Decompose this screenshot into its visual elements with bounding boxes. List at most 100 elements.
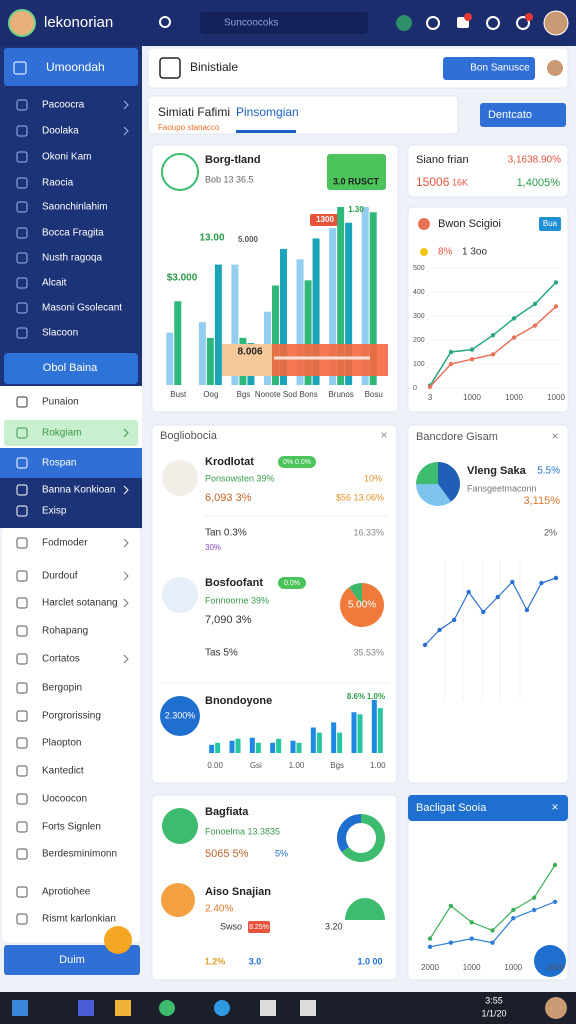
- nav-item[interactable]: Rokgiam: [42, 428, 81, 439]
- taskbar-icon[interactable]: [159, 1000, 175, 1016]
- y-tick-label: 0: [413, 385, 417, 392]
- point: [490, 333, 496, 338]
- user-avatar[interactable]: [547, 60, 563, 76]
- nav-item[interactable]: Harclet sotanang: [42, 598, 118, 609]
- search-box[interactable]: [200, 12, 368, 34]
- heading: Vleng Saka: [467, 465, 527, 477]
- nav-active-green[interactable]: [4, 420, 138, 446]
- icon[interactable]: [396, 15, 412, 31]
- icon[interactable]: [426, 16, 440, 30]
- close-icon[interactable]: ×: [380, 428, 387, 442]
- nav-icon: [16, 99, 28, 111]
- nav-item[interactable]: Uocoocon: [42, 794, 87, 805]
- toolbar-button[interactable]: [443, 57, 535, 80]
- value: 3,115%: [524, 495, 561, 507]
- point: [495, 594, 500, 600]
- close-icon[interactable]: ×: [551, 429, 558, 443]
- nav-item[interactable]: Bocca Fragita: [42, 228, 104, 239]
- primary-button[interactable]: [4, 353, 138, 384]
- nav-item[interactable]: Punaion: [42, 397, 79, 408]
- nav-icon: [16, 793, 28, 805]
- legend-label: 1 3oo: [462, 247, 487, 258]
- legend-label: 3.20: [325, 921, 343, 931]
- bar: [310, 727, 316, 753]
- icon[interactable]: [516, 16, 530, 30]
- row-name: Krodlotat: [205, 456, 254, 468]
- nav-icon: [16, 505, 28, 517]
- row-ratio: 16.33%: [353, 527, 384, 537]
- nav-item[interactable]: Aprotiohee: [42, 887, 91, 898]
- fab[interactable]: [534, 945, 566, 977]
- x-tick-label: Bgs: [330, 761, 344, 770]
- nav-item[interactable]: Berdesminimonn: [42, 849, 117, 860]
- fab[interactable]: [104, 926, 132, 954]
- nav-item[interactable]: Rospan: [42, 458, 76, 469]
- annotation: 5.000: [238, 235, 259, 244]
- nav-item[interactable]: Doolaka: [42, 126, 79, 137]
- nav-item[interactable]: Raocia: [42, 178, 74, 189]
- taskbar-icon[interactable]: [260, 1000, 276, 1016]
- nav-item[interactable]: Rismt karlonkian: [42, 914, 116, 925]
- point: [466, 589, 471, 595]
- nav-item[interactable]: Porgrorissing: [42, 711, 101, 722]
- point: [490, 940, 495, 945]
- nav-item[interactable]: Exisp: [42, 506, 67, 517]
- nav-item[interactable]: Plaopton: [42, 738, 81, 749]
- nav-item[interactable]: Kantedict: [42, 766, 84, 777]
- nav-item[interactable]: Forts Signlen: [42, 822, 101, 833]
- nav-item[interactable]: Bergopin: [42, 683, 82, 694]
- nav-item[interactable]: Durdouf: [42, 571, 78, 582]
- point: [531, 907, 537, 913]
- x-tick-label: 1000: [546, 963, 564, 972]
- icon[interactable]: [159, 57, 181, 79]
- nav-item[interactable]: Pacoocra: [42, 100, 85, 111]
- row-icon: [161, 883, 195, 917]
- y-tick-label: 500: [413, 265, 425, 272]
- nav-item[interactable]: Fodmoder: [42, 538, 88, 549]
- sidebar-footer[interactable]: [4, 945, 140, 975]
- nav-item[interactable]: Banna Konkioan: [42, 485, 115, 496]
- taskbar-icon[interactable]: [115, 1000, 131, 1016]
- taskbar-avatar[interactable]: [545, 997, 567, 1019]
- sidebar-header[interactable]: [4, 48, 138, 86]
- taskbar-icon[interactable]: [78, 1000, 94, 1016]
- point: [532, 301, 538, 307]
- nav-item[interactable]: Okoni Kam: [42, 152, 91, 163]
- tab-caption: Faoupo stanacco: [158, 123, 220, 132]
- point: [427, 936, 433, 941]
- nav-item[interactable]: Slacoon: [42, 328, 78, 339]
- nav-item[interactable]: Masoni Gsolecant: [42, 303, 122, 314]
- tabs-button[interactable]: [480, 103, 566, 127]
- nav-active-blue[interactable]: [0, 448, 142, 478]
- point: [437, 627, 442, 633]
- app-avatar[interactable]: [8, 9, 36, 37]
- icon[interactable]: [486, 16, 500, 30]
- badge-box: [310, 214, 340, 226]
- point: [553, 304, 559, 309]
- line: [424, 577, 557, 646]
- nav-item[interactable]: Alcait: [42, 278, 67, 289]
- nav-item[interactable]: Cortatos: [42, 654, 80, 665]
- close-icon[interactable]: ×: [551, 800, 558, 814]
- nav-item[interactable]: Saonchinlahim: [42, 202, 108, 213]
- bar-label: 1.0%: [367, 692, 385, 701]
- chevron: [123, 428, 129, 438]
- nav-item[interactable]: Rohapang: [42, 626, 88, 637]
- row-extra: $56 13.06%: [336, 492, 384, 502]
- taskbar-icon[interactable]: [12, 1000, 28, 1016]
- bar: [296, 259, 304, 385]
- user-avatar[interactable]: [543, 10, 569, 36]
- bar: [377, 708, 383, 753]
- x-tick-label: 0.00: [207, 761, 223, 770]
- taskbar-icon[interactable]: [214, 1000, 230, 1016]
- search-icon[interactable]: [159, 16, 171, 28]
- footer-label: 1.2%: [205, 956, 226, 966]
- trend-card: [407, 206, 569, 413]
- sidebar-footer-label: Duim: [59, 954, 85, 966]
- taskbar-icon[interactable]: [300, 1000, 316, 1016]
- row-tag: 5%: [275, 848, 288, 858]
- nav-item[interactable]: Nusth ragoqa: [42, 253, 102, 264]
- bar: [270, 742, 276, 753]
- badge: 0% 0.0%: [283, 459, 311, 466]
